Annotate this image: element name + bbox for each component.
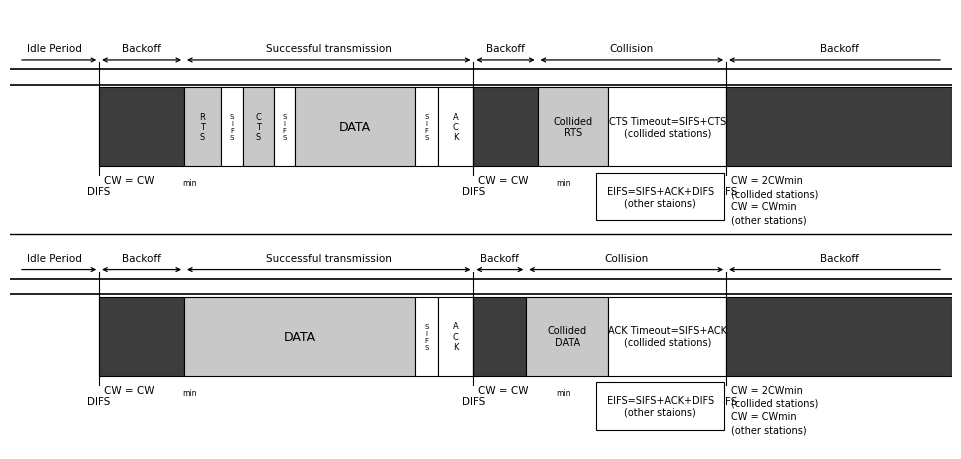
Bar [607, 88, 726, 167]
Bar [596, 382, 724, 430]
Bar [184, 88, 221, 167]
Text: DIFS: DIFS [714, 187, 737, 197]
Bar [726, 88, 951, 167]
Text: Backoff: Backoff [480, 253, 519, 263]
Text: Backoff: Backoff [122, 44, 160, 54]
Text: Backoff: Backoff [819, 253, 858, 263]
Bar [526, 297, 607, 375]
Text: DATA: DATA [283, 330, 315, 343]
Text: A
C
K: A C K [452, 321, 458, 351]
Text: Backoff: Backoff [485, 44, 525, 54]
Text: CW = 2CWmin
(collided stations)
CW = CWmin
(other stations): CW = 2CWmin (collided stations) CW = CWm… [730, 385, 818, 434]
Text: CW = CW: CW = CW [104, 175, 154, 185]
Text: Backoff: Backoff [122, 253, 160, 263]
Bar [243, 88, 273, 167]
Text: Idle Period: Idle Period [27, 44, 82, 54]
Text: S
I
F
S: S I F S [282, 114, 286, 140]
Bar [607, 297, 726, 375]
Text: C
T
S: C T S [256, 112, 261, 142]
Text: Collided
DATA: Collided DATA [547, 325, 586, 347]
Text: DIFS: DIFS [87, 187, 111, 197]
Bar [99, 297, 184, 375]
Bar [295, 88, 414, 167]
Bar [221, 88, 243, 167]
Bar [414, 88, 437, 167]
Text: min: min [182, 388, 196, 397]
Text: DIFS: DIFS [714, 396, 737, 406]
Text: R
T
S: R T S [199, 112, 205, 142]
Text: CW = CW: CW = CW [478, 175, 529, 185]
Text: Successful transmission: Successful transmission [265, 253, 391, 263]
Bar [473, 88, 537, 167]
Bar [414, 297, 437, 375]
Text: Collided
RTS: Collided RTS [553, 117, 592, 138]
Text: DIFS: DIFS [461, 396, 484, 406]
Text: Collision: Collision [604, 253, 648, 263]
Text: S
I
F
S: S I F S [230, 114, 234, 140]
Text: min: min [555, 388, 570, 397]
Text: S
I
F
S: S I F S [424, 323, 428, 350]
Text: EIFS=SIFS+ACK+DIFS
(other staions): EIFS=SIFS+ACK+DIFS (other staions) [606, 395, 713, 417]
Bar [437, 297, 473, 375]
Text: ACK Timeout=SIFS+ACK
(collided stations): ACK Timeout=SIFS+ACK (collided stations) [607, 325, 726, 347]
Bar [596, 173, 724, 220]
Text: DATA: DATA [338, 121, 371, 134]
Text: CW = CW: CW = CW [104, 385, 154, 395]
Text: Successful transmission: Successful transmission [265, 44, 391, 54]
Text: DIFS: DIFS [461, 187, 484, 197]
Text: CW = 2CWmin
(collided stations)
CW = CWmin
(other stations): CW = 2CWmin (collided stations) CW = CWm… [730, 175, 818, 225]
Text: min: min [182, 179, 196, 188]
Text: Backoff: Backoff [819, 44, 858, 54]
Bar [273, 88, 295, 167]
Text: CW = CW: CW = CW [478, 385, 529, 395]
Text: Collision: Collision [609, 44, 653, 54]
Bar [437, 88, 473, 167]
Bar [184, 297, 414, 375]
Text: Idle Period: Idle Period [27, 253, 82, 263]
Bar [473, 297, 526, 375]
Text: S
I
F
S: S I F S [424, 114, 428, 140]
Bar [537, 88, 607, 167]
Bar [99, 88, 184, 167]
Text: min: min [555, 179, 570, 188]
Text: EIFS=SIFS+ACK+DIFS
(other staions): EIFS=SIFS+ACK+DIFS (other staions) [606, 186, 713, 207]
Text: A
C
K: A C K [452, 112, 458, 142]
Text: DIFS: DIFS [87, 396, 111, 406]
Bar [726, 297, 951, 375]
Text: CTS Timeout=SIFS+CTS
(collided stations): CTS Timeout=SIFS+CTS (collided stations) [608, 117, 725, 138]
